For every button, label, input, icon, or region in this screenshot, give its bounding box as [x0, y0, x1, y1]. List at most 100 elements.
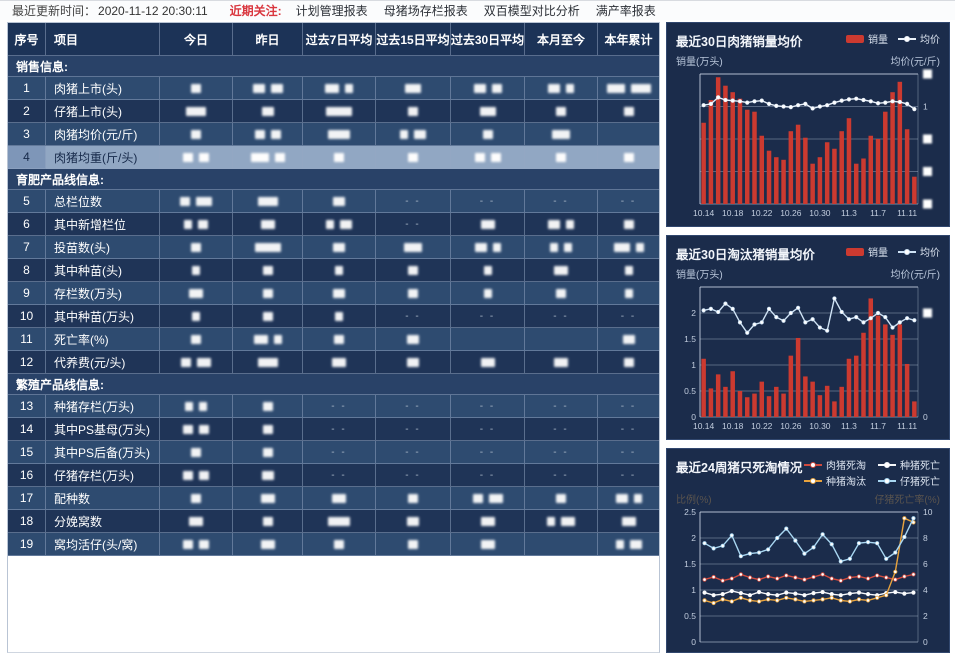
- legend-item[interactable]: 种猪淘汰: [804, 473, 866, 488]
- data-cell: [233, 77, 303, 100]
- svg-text:2: 2: [691, 533, 696, 543]
- top-menu-item-4[interactable]: 满产率报表: [595, 4, 656, 18]
- data-cell: [303, 77, 376, 100]
- redacted-value: [191, 83, 201, 93]
- row-item-name: 窝均活仔(头/窝): [46, 533, 160, 556]
- redacted-dash: - -: [620, 469, 637, 481]
- row-item-name: 其中种苗(头): [46, 259, 160, 282]
- legend-item[interactable]: 均价: [898, 244, 940, 259]
- data-cell: - -: [525, 305, 598, 328]
- top-menu-item-2[interactable]: 母猪场存栏报表: [383, 4, 468, 18]
- table-row-10[interactable]: 10 其中种苗(万头) - - - - - - - -: [8, 305, 659, 328]
- redacted-value: [186, 106, 206, 116]
- redacted-value: [192, 311, 200, 321]
- redacted-value: [199, 401, 207, 411]
- legend-item[interactable]: 均价: [898, 31, 940, 46]
- top-menu-item-3[interactable]: 双百模型对比分析: [483, 4, 580, 18]
- table-row-14[interactable]: 14 其中PS基母(万头) - - - - - - - - - -: [8, 418, 659, 441]
- data-cell: [451, 100, 525, 123]
- data-cell: [233, 100, 303, 123]
- redacted-dash: - -: [405, 310, 421, 322]
- chart-plot-1: 1 10.14 10.18 10.22 10.26 10.30 11.3 11.7 11.11: [693, 69, 932, 218]
- table-row-18[interactable]: 18 分娩窝数: [8, 510, 659, 533]
- legend-item[interactable]: 肉猪死淘: [804, 457, 866, 472]
- update-time-group: 最近更新时间： 2020-11-12 20:30:11: [12, 2, 208, 19]
- table-row-1[interactable]: 1 肉猪上市(头): [8, 77, 659, 100]
- table-row-19[interactable]: 19 窝均活仔(头/窝): [8, 533, 659, 556]
- col-header: 序号: [8, 23, 46, 56]
- charts-column: 最近30日肉猪销量均价 销量 均价 销量(万头) 均价(元/斤) 1 10.14 10.18 1…: [666, 22, 950, 653]
- redacted-dash: - -: [479, 195, 496, 207]
- table-row-9[interactable]: 9 存栏数(万头): [8, 282, 659, 305]
- data-cell: - -: [376, 395, 451, 418]
- redacted-value: [474, 152, 485, 162]
- redacted-value: [548, 83, 560, 93]
- svg-text:10.22: 10.22: [751, 421, 773, 431]
- data-cell: - -: [303, 441, 376, 464]
- table-row-13[interactable]: 13 种猪存栏(万头) - - - - - - - - - -: [8, 395, 659, 418]
- redacted-dash: - -: [405, 446, 421, 458]
- top-menu: 计划管理报表 母猪场存栏报表 双百模型对比分析 满产率报表: [296, 2, 656, 19]
- data-cell: [303, 510, 376, 533]
- legend-line-dot-icon: [898, 248, 916, 256]
- table-row-12[interactable]: 12 代养费(元/头): [8, 351, 659, 374]
- redacted-value: [333, 288, 345, 298]
- legend-item[interactable]: 销量: [846, 244, 888, 259]
- data-cell: [160, 395, 233, 418]
- redacted-value: [408, 493, 418, 503]
- svg-text:2.5: 2.5: [684, 507, 696, 517]
- chart-title: 最近30日淘汰猪销量均价: [676, 248, 815, 262]
- chart-header: 最近24周猪只死淘情况 肉猪死淘 种猪死亡 种猪淘汰 仔猪死亡: [676, 457, 940, 488]
- redacted-value: [191, 129, 201, 139]
- table-row-16[interactable]: 16 仔猪存栏(万头) - - - - - - - - - -: [8, 464, 659, 487]
- data-cell: [525, 510, 598, 533]
- row-item-name: 肉猪均重(斤/头): [46, 146, 160, 169]
- redacted-value: [474, 242, 487, 252]
- svg-text:0: 0: [691, 637, 696, 647]
- row-number: 17: [8, 487, 46, 510]
- col-header: 今日: [160, 23, 233, 56]
- data-cell: [525, 351, 598, 374]
- table-row-2[interactable]: 2 仔猪上市(头): [8, 100, 659, 123]
- legend-item[interactable]: 销量: [846, 31, 888, 46]
- redacted-value: [334, 152, 344, 162]
- redacted-value: [196, 196, 212, 206]
- data-cell: [160, 328, 233, 351]
- data-cell: - -: [525, 395, 598, 418]
- data-cell: [303, 213, 376, 236]
- redacted-value: [561, 516, 575, 526]
- table-row-7[interactable]: 7 投苗数(头): [8, 236, 659, 259]
- row-item-name: 死亡率(%): [46, 328, 160, 351]
- chart-panel-1: 最近30日肉猪销量均价 销量 均价 销量(万头) 均价(元/斤) 1 10.14 10.18 1…: [666, 22, 950, 227]
- table-row-15[interactable]: 15 其中PS后备(万头) - - - - - - - - - -: [8, 441, 659, 464]
- table-row-3[interactable]: 3 肉猪均价(元/斤): [8, 123, 659, 146]
- table-row-11[interactable]: 11 死亡率(%): [8, 328, 659, 351]
- legend-item[interactable]: 种猪死亡: [878, 457, 940, 472]
- redacted-value: [480, 539, 495, 549]
- data-cell: [598, 259, 659, 282]
- data-cell: [598, 100, 659, 123]
- chart-plot-3: 2.5 10 2 8 1.5 6 1 4 0.5 2 0 0: [684, 507, 933, 647]
- data-cell: [451, 328, 525, 351]
- redacted-value: [262, 516, 273, 526]
- data-cell: [160, 259, 233, 282]
- data-cell: - -: [451, 190, 525, 213]
- row-number: 7: [8, 236, 46, 259]
- data-cell: [233, 418, 303, 441]
- table-row-17[interactable]: 17 配种数: [8, 487, 659, 510]
- data-cell: - -: [525, 418, 598, 441]
- legend-label: 肉猪死淘: [826, 461, 866, 472]
- row-item-name: 配种数: [46, 487, 160, 510]
- y-axis-right-title: 均价(元/斤): [890, 57, 940, 68]
- table-row-6[interactable]: 6 其中新增栏位 - -: [8, 213, 659, 236]
- redacted-value: [189, 288, 203, 298]
- data-cell: [451, 510, 525, 533]
- svg-text:2: 2: [691, 308, 696, 318]
- table-row-4[interactable]: 4 肉猪均重(斤/头): [8, 146, 659, 169]
- table-row-5[interactable]: 5 总栏位数 - - - - - - - -: [8, 190, 659, 213]
- table-row-8[interactable]: 8 其中种苗(头): [8, 259, 659, 282]
- legend-line-dot-icon: [804, 461, 822, 469]
- data-cell: - -: [303, 395, 376, 418]
- legend-item[interactable]: 仔猪死亡: [878, 473, 940, 488]
- top-menu-item-1[interactable]: 计划管理报表: [295, 4, 368, 18]
